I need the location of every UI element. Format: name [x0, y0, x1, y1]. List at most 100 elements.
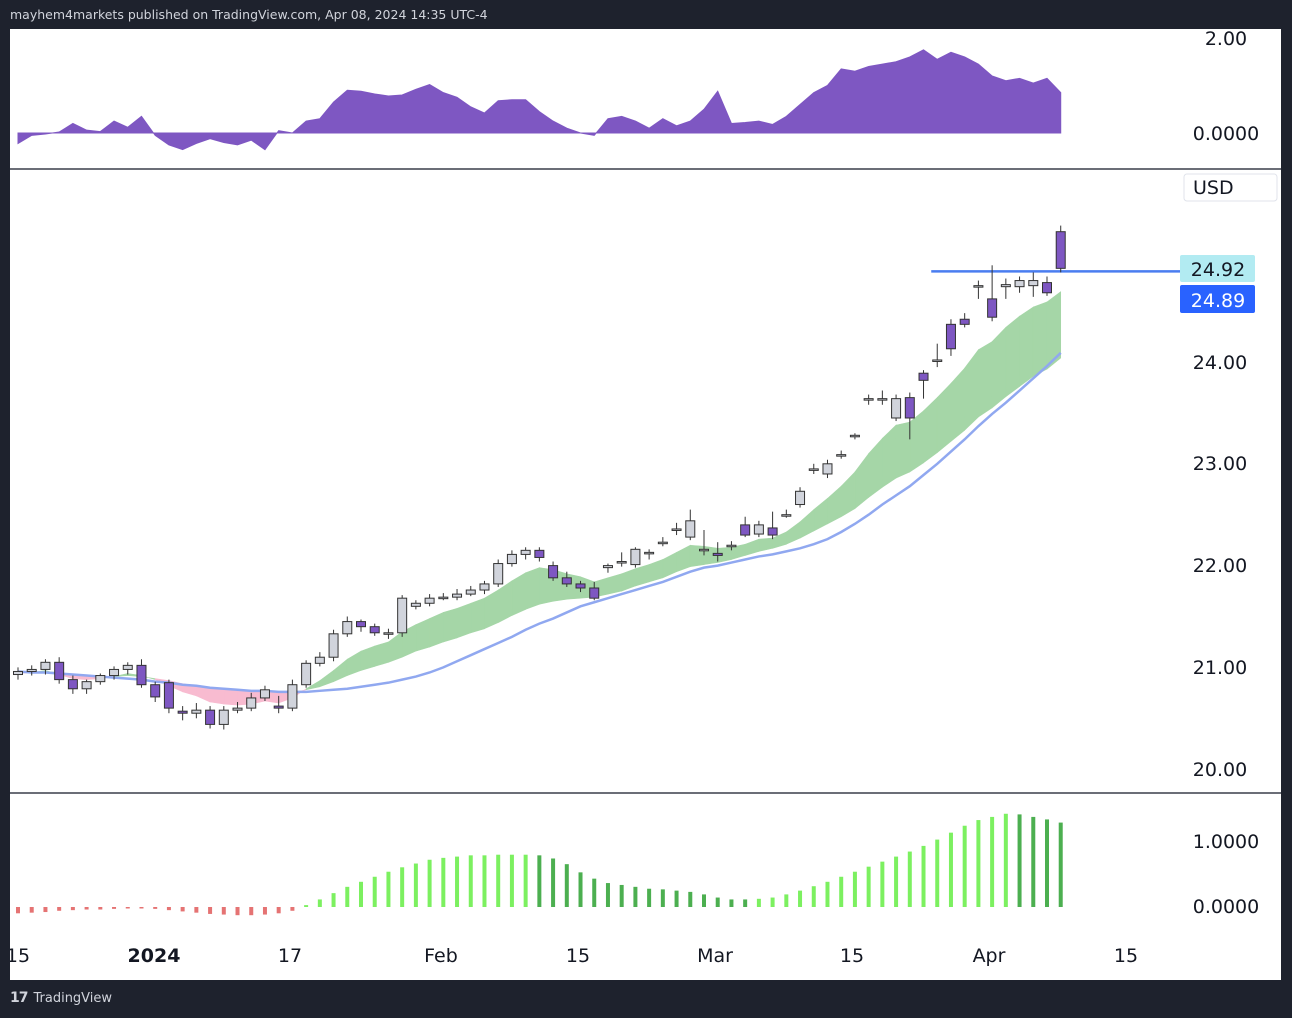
- histogram-bar: [57, 907, 62, 911]
- candle-up: [602, 565, 613, 569]
- candle-down: [273, 705, 284, 709]
- ema-cloud-segment: [786, 521, 801, 545]
- histogram-bar: [948, 832, 953, 907]
- histogram-axis: 1.0000 0.0000: [1193, 831, 1259, 918]
- histogram-bar: [688, 891, 693, 907]
- candle-up: [410, 602, 421, 607]
- ema-cloud-segment: [525, 567, 540, 610]
- footer-branding[interactable]: 17 TradingView: [10, 990, 112, 1006]
- candle-up: [822, 463, 833, 475]
- ema-cloud-segment: [950, 367, 965, 443]
- ema-cloud-segment: [840, 471, 856, 518]
- ema-cloud-segment: [388, 631, 403, 663]
- histogram-bar: [208, 907, 213, 914]
- histogram-bar: [43, 907, 48, 913]
- candle-down: [561, 577, 572, 585]
- candle-up: [328, 633, 339, 658]
- ema-cloud-segment: [223, 689, 238, 706]
- candle-up: [699, 548, 709, 552]
- histogram-bar: [509, 854, 514, 907]
- histogram-bar: [166, 907, 171, 911]
- candle-down: [1055, 231, 1066, 269]
- histogram-bar: [413, 863, 418, 907]
- level-price-badge: [1180, 285, 1255, 313]
- ema-cloud-segment: [1005, 315, 1020, 398]
- ema-cloud-segment: [607, 573, 622, 595]
- histogram-bar: [290, 907, 295, 911]
- long-moving-average-line: [17, 351, 1062, 694]
- histogram-bar: [907, 851, 912, 907]
- candle-up: [246, 697, 257, 709]
- ema-cloud-segment: [964, 348, 979, 431]
- ema-cloud-segment: [484, 589, 499, 630]
- hist-tick-0: 0.0000: [1193, 896, 1259, 918]
- candle-down: [67, 679, 78, 690]
- ema-cloud-segment: [868, 437, 883, 498]
- candle-down: [205, 709, 216, 725]
- histogram-bar: [729, 899, 734, 907]
- histogram-bar: [605, 883, 610, 907]
- candle-down: [575, 583, 586, 589]
- histogram-bar: [825, 881, 830, 907]
- candle-down: [589, 587, 600, 599]
- histogram-bar: [921, 845, 926, 907]
- chart-frame[interactable]: 2.00 0.0000 USD 24.00 23.00 22.00 21.00 …: [10, 29, 1281, 980]
- currency-label: USD: [1193, 177, 1234, 199]
- publish-info: mayhem4markets published on TradingView.…: [10, 7, 488, 22]
- histogram-bar: [839, 876, 844, 907]
- histogram-bar: [1058, 822, 1063, 907]
- candle-down: [150, 684, 161, 698]
- candle-up: [424, 597, 435, 604]
- currency-box[interactable]: [1183, 173, 1278, 202]
- histogram-bar: [372, 876, 377, 907]
- ema-cloud-segment: [854, 452, 869, 510]
- candle-up: [81, 681, 92, 690]
- candle-up: [438, 596, 449, 600]
- ema-cloud-segment: [799, 508, 815, 539]
- ema-cloud-segment: [429, 611, 444, 648]
- candle-up: [891, 398, 902, 419]
- level-price-label: 24.89: [1191, 290, 1245, 312]
- chart-canvas[interactable]: 2.00 0.0000 USD 24.00 23.00 22.00 21.00 …: [10, 29, 1281, 980]
- histogram-bar: [770, 897, 775, 907]
- histogram-bar: [276, 907, 281, 914]
- candle-up: [13, 670, 23, 676]
- price-pane[interactable]: [13, 225, 1181, 730]
- ema-cloud-segment: [909, 410, 924, 473]
- histogram-pane[interactable]: [16, 813, 1063, 916]
- histogram-bar: [455, 856, 460, 907]
- histogram-bar: [441, 857, 446, 907]
- candle-up: [795, 490, 806, 506]
- ema-cloud-segment: [1019, 306, 1034, 388]
- candle-up: [973, 285, 984, 288]
- ema-cloud-segment: [895, 421, 911, 479]
- candle-up: [1028, 280, 1039, 287]
- candle-up: [383, 632, 394, 635]
- histogram-bar: [84, 907, 89, 910]
- ema-cloud-segment: [827, 485, 842, 525]
- candle-up: [685, 520, 696, 538]
- time-axis[interactable]: 15 2024 17 Feb 15 Mar 15 Apr 15: [10, 945, 1138, 967]
- ema-cloud-segment: [662, 551, 677, 579]
- last-price-label: 24.92: [1191, 259, 1245, 281]
- histogram-bar: [578, 872, 583, 907]
- date-tick-jan17: 17: [278, 945, 302, 967]
- candle-down: [987, 298, 998, 318]
- oscillator-pane[interactable]: [17, 49, 1062, 151]
- ema-cloud-segment: [497, 580, 513, 624]
- candle-up: [493, 563, 504, 585]
- histogram-bar: [235, 907, 240, 916]
- candle-up: [1014, 280, 1025, 288]
- price-axis[interactable]: USD 24.00 23.00 22.00 21.00 20.00 24.92 …: [1180, 173, 1278, 781]
- oscillator-axis: 2.00 0.0000: [1193, 29, 1259, 145]
- histogram-bar: [811, 886, 816, 907]
- histogram-bar: [619, 884, 624, 907]
- candle-up: [932, 359, 943, 362]
- date-tick-apr15: 15: [1114, 945, 1138, 967]
- date-tick-mar: Mar: [697, 945, 733, 967]
- histogram-bar: [125, 907, 130, 909]
- histogram-bar: [935, 839, 940, 907]
- price-tick-23: 23.00: [1193, 453, 1247, 475]
- histogram-bar: [962, 825, 967, 907]
- candle-up: [836, 454, 847, 457]
